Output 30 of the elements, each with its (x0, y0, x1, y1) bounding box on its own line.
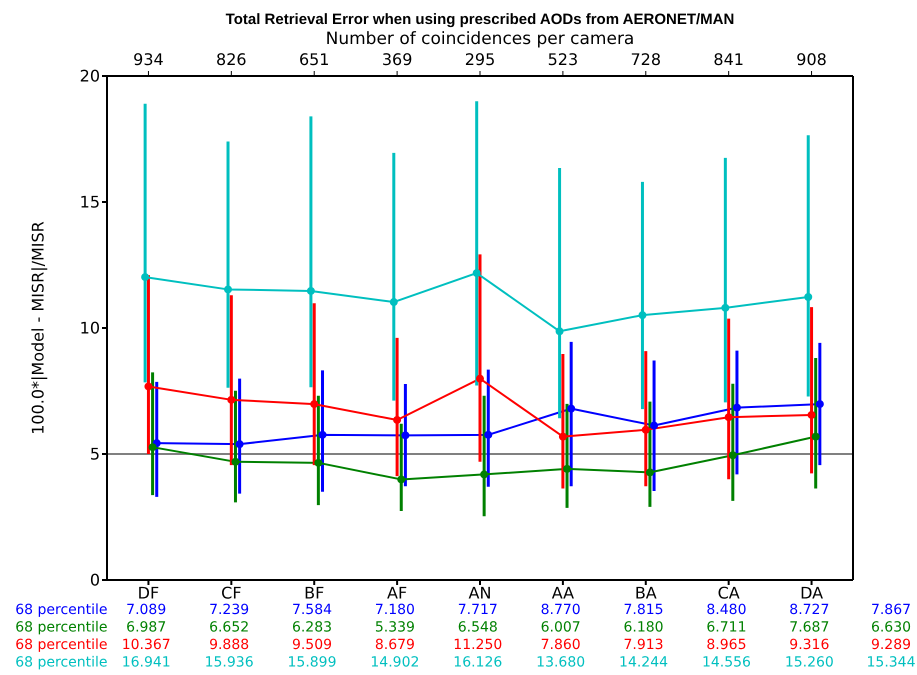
text: 295 (464, 50, 496, 69)
x-tick-label: DA (800, 583, 824, 602)
x-tick-label: AA (552, 583, 574, 602)
y-tick-label: 5 (90, 444, 100, 464)
text: 934 (133, 50, 164, 69)
text: 908 (796, 50, 827, 69)
x-tick-label: BA (634, 583, 657, 602)
text: 369 (382, 50, 412, 69)
y-tick-label: 20 (80, 66, 100, 86)
text: 841 (713, 50, 744, 69)
y-tick-label: 10 (80, 318, 100, 338)
x2-axis-title: Number of coincidences per camera (326, 29, 634, 49)
x-tick-label: CA (718, 583, 740, 602)
text: 68 percentile 7.089 7.239 7.584 7.180 7.717 8.770 7.815 8.480 8.727 7.867 (15, 602, 912, 618)
text: 68 percentile 10.367 9.888 9.509 8.679 11.250 7.860 7.913 8.965 9.316 9.289 (15, 637, 912, 653)
text: 826 (216, 50, 247, 69)
text: 728 (630, 50, 662, 69)
y-axis-title: 100.0*|Model - MISR|/MISR (28, 221, 48, 435)
text: 68 percentile 6.987 6.652 6.283 5.339 6.548 6.007 6.180 6.711 7.687 6.630 (15, 620, 912, 636)
x-tick-label: DF (138, 583, 160, 602)
text: 523 (548, 50, 578, 69)
x-tick-label: BF (304, 583, 324, 602)
chart-title: Total Retrieval Error when using prescribed AODs from AERONET/MAN (226, 11, 734, 28)
x-tick-label: CF (221, 583, 242, 602)
x-tick-label: AN (468, 583, 492, 602)
y-tick-label: 0 (90, 570, 100, 590)
x-tick-label: AF (387, 583, 408, 602)
y-tick-label: 15 (80, 192, 100, 212)
text: 651 (298, 50, 330, 69)
text: 68 percentile 16.941 15.936 15.899 14.902 16.126 13.680 14.244 14.556 15.260 15.344 (15, 654, 916, 670)
